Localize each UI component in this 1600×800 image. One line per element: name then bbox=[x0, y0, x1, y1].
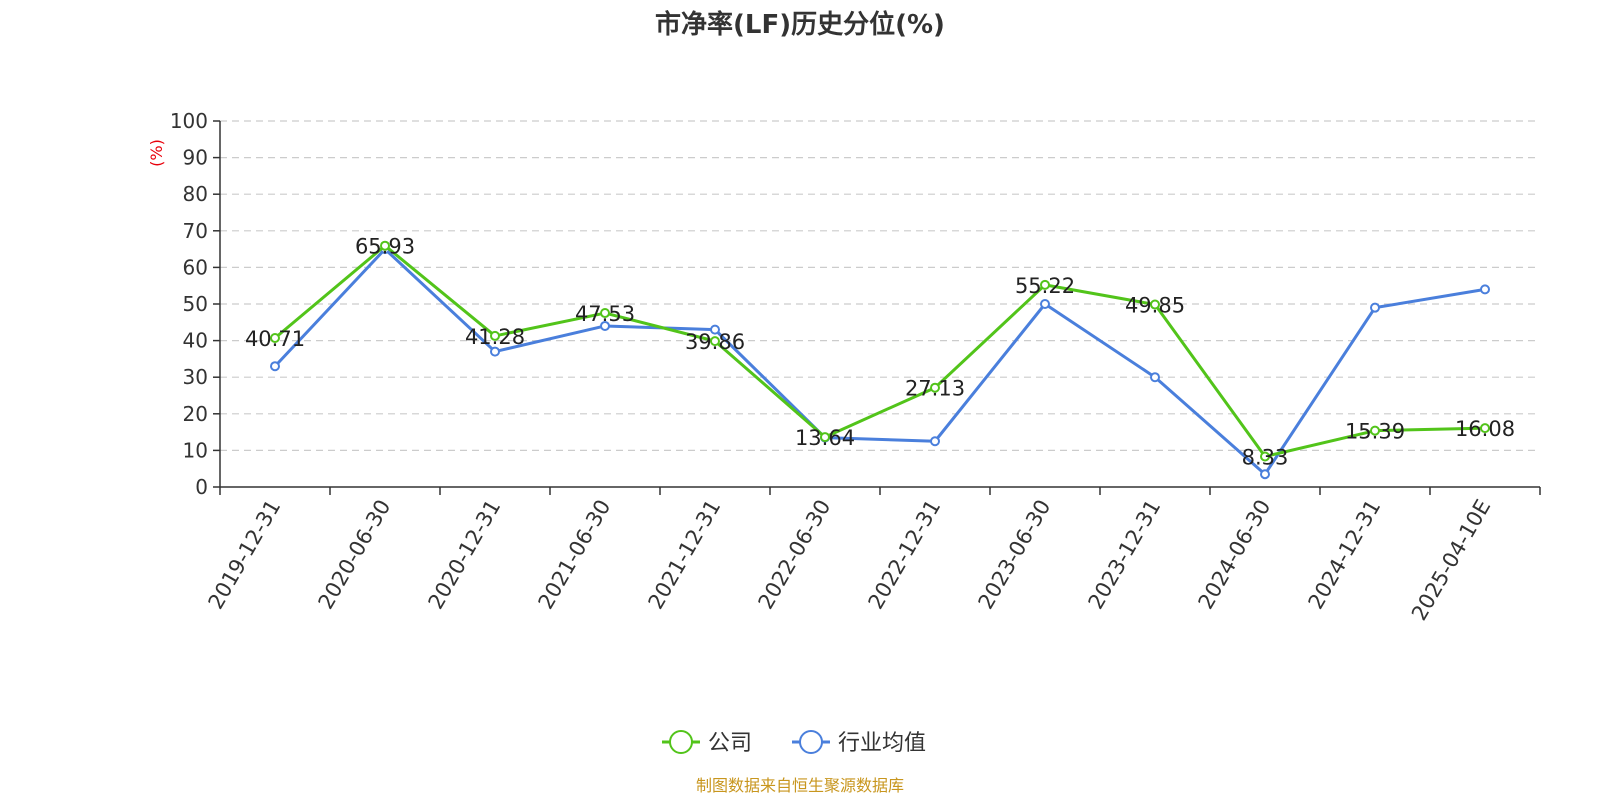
y-axis-label: (%) bbox=[147, 139, 166, 167]
data-label: 16.08 bbox=[1455, 417, 1515, 441]
legend-label: 行业均值 bbox=[838, 731, 926, 756]
data-label: 65.93 bbox=[355, 235, 415, 259]
data-point-industry[interactable] bbox=[1370, 302, 1380, 313]
data-point-company[interactable] bbox=[1040, 279, 1050, 290]
x-tick-label: 2021-06-30 bbox=[534, 496, 616, 614]
y-tick-label: 70 bbox=[183, 219, 208, 243]
y-tick-label: 0 bbox=[195, 475, 208, 499]
y-tick-label: 40 bbox=[183, 329, 208, 353]
x-tick-label: 2020-12-31 bbox=[424, 496, 506, 614]
source-note: 制图数据来自恒生聚源数据库 bbox=[696, 776, 904, 795]
data-label: 41.28 bbox=[465, 325, 525, 349]
chart-title: 市净率(LF)历史分位(%) bbox=[655, 9, 945, 40]
series-industry bbox=[270, 244, 1490, 480]
y-tick-label: 50 bbox=[183, 292, 208, 316]
data-point-company[interactable] bbox=[1260, 451, 1270, 462]
x-tick-label: 2019-12-31 bbox=[204, 496, 286, 614]
data-label: 40.71 bbox=[245, 327, 305, 351]
legend-label: 公司 bbox=[708, 731, 752, 756]
x-tick-label: 2023-12-31 bbox=[1084, 496, 1166, 614]
y-tick-label: 30 bbox=[183, 365, 208, 389]
legend-circle-icon bbox=[799, 730, 823, 754]
legend[interactable]: 公司 行业均值 bbox=[662, 730, 926, 756]
data-point-company[interactable] bbox=[490, 330, 500, 341]
data-point-industry[interactable] bbox=[1150, 372, 1160, 383]
data-point-company[interactable] bbox=[820, 432, 830, 443]
data-point-industry[interactable] bbox=[710, 324, 720, 335]
data-label: 49.85 bbox=[1125, 294, 1185, 318]
x-tick-label: 2020-06-30 bbox=[314, 496, 396, 614]
x-tick-label: 2025-04-10E bbox=[1407, 496, 1495, 625]
data-point-industry[interactable] bbox=[270, 361, 280, 372]
data-point-company[interactable] bbox=[710, 336, 720, 347]
data-label: 13.64 bbox=[795, 426, 855, 450]
y-tick-label: 60 bbox=[183, 255, 208, 279]
data-point-industry[interactable] bbox=[490, 346, 500, 357]
x-tick-label: 2024-06-30 bbox=[1194, 496, 1276, 614]
legend-item-company[interactable]: 公司 bbox=[662, 730, 752, 756]
data-point-company[interactable] bbox=[270, 333, 280, 344]
data-label: 55.22 bbox=[1015, 274, 1075, 298]
legend-circle-icon bbox=[669, 730, 693, 754]
x-tick-label: 2024-12-31 bbox=[1304, 496, 1386, 614]
series-line-industry bbox=[273, 247, 1486, 476]
x-tick-label: 2021-12-31 bbox=[644, 496, 726, 614]
data-point-company[interactable] bbox=[930, 382, 940, 393]
x-tick-label: 2023-06-30 bbox=[974, 496, 1056, 614]
data-point-industry[interactable] bbox=[1040, 299, 1050, 309]
series-line-company bbox=[274, 244, 1486, 459]
data-label: 27.13 bbox=[905, 377, 965, 401]
data-point-company[interactable] bbox=[380, 240, 390, 251]
data-point-industry[interactable] bbox=[1260, 469, 1270, 480]
grid-lines bbox=[220, 120, 1540, 451]
data-point-company[interactable] bbox=[1150, 299, 1160, 310]
data-point-industry[interactable] bbox=[930, 436, 940, 447]
y-axis-ticks: 0 10 20 30 40 50 60 70 80 90 100 bbox=[170, 109, 220, 499]
y-tick-label: 100 bbox=[170, 109, 208, 133]
data-point-industry[interactable] bbox=[1480, 284, 1490, 295]
data-point-company[interactable] bbox=[1370, 425, 1380, 436]
x-tick-label: 2022-06-30 bbox=[754, 496, 836, 614]
data-label: 8.33 bbox=[1242, 446, 1289, 470]
x-tick-label: 2022-12-31 bbox=[864, 496, 946, 614]
y-tick-label: 20 bbox=[183, 402, 208, 426]
x-axis-ticks: 2019-12-31 2020-06-30 2020-12-31 2021-06-30… bbox=[204, 487, 1541, 625]
data-point-company[interactable] bbox=[600, 308, 610, 319]
data-point-industry[interactable] bbox=[600, 320, 610, 331]
data-point-company[interactable] bbox=[1480, 423, 1490, 434]
series-lines bbox=[270, 240, 1490, 480]
legend-item-industry[interactable]: 行业均值 bbox=[792, 730, 926, 756]
y-tick-label: 90 bbox=[183, 146, 208, 170]
series-company bbox=[270, 240, 1490, 462]
data-labels: 40.71 65.93 41.28 47.53 39.86 13.64 27.13 55.22… bbox=[245, 235, 1515, 470]
y-tick-label: 80 bbox=[183, 182, 208, 206]
data-label: 47.53 bbox=[575, 302, 635, 326]
data-label: 15.39 bbox=[1345, 420, 1405, 444]
data-label: 39.86 bbox=[685, 330, 745, 354]
y-tick-label: 10 bbox=[183, 438, 208, 462]
